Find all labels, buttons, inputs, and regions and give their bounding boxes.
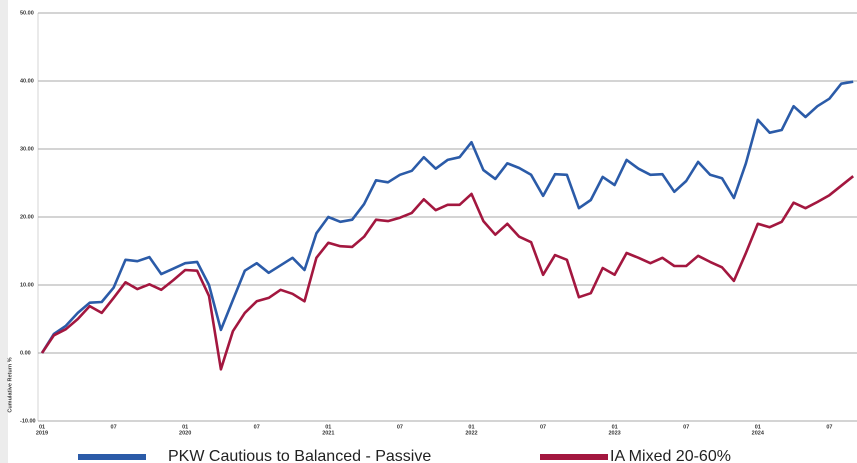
x-tick-label: 07 (397, 424, 403, 430)
x-tick-year: 2022 (465, 430, 477, 436)
x-tick-year: 2024 (752, 430, 765, 436)
x-tick-label: 07 (826, 424, 832, 430)
series-line (40, 175, 855, 371)
y-tick-label: 30.00 (20, 146, 34, 152)
x-tick-label: 07 (254, 424, 260, 430)
x-tick-label: 07 (683, 424, 689, 430)
series-line (40, 80, 854, 354)
x-tick-year: 2021 (322, 430, 334, 436)
x-tick-year: 2020 (179, 430, 191, 436)
x-tick-label: 01 (755, 424, 761, 430)
legend-swatch (540, 454, 608, 460)
legend-label: IA Mixed 20-60% (610, 448, 731, 463)
y-tick-label: -10.00 (20, 418, 36, 424)
y-tick-label: 10.00 (20, 282, 34, 288)
legend-swatch (78, 454, 146, 460)
side-strip (0, 0, 8, 463)
x-tick-label: 01 (39, 424, 45, 430)
x-tick-label: 01 (182, 424, 188, 430)
y-tick-label: 50.00 (20, 10, 34, 16)
y-tick-label: 20.00 (20, 214, 34, 220)
y-tick-label: 0.00 (20, 350, 31, 356)
x-tick-year: 2019 (36, 430, 48, 436)
x-tick-year: 2023 (609, 430, 621, 436)
x-tick-label: 01 (612, 424, 618, 430)
y-tick-label: 40.00 (20, 78, 34, 84)
x-tick-label: 07 (540, 424, 546, 430)
y-axis-label: Cumulative Return % (7, 357, 13, 412)
x-tick-label: 01 (325, 424, 331, 430)
legend-label: PKW Cautious to Balanced - Passive (168, 448, 431, 463)
x-tick-label: 01 (468, 424, 474, 430)
x-tick-label: 07 (111, 424, 117, 430)
